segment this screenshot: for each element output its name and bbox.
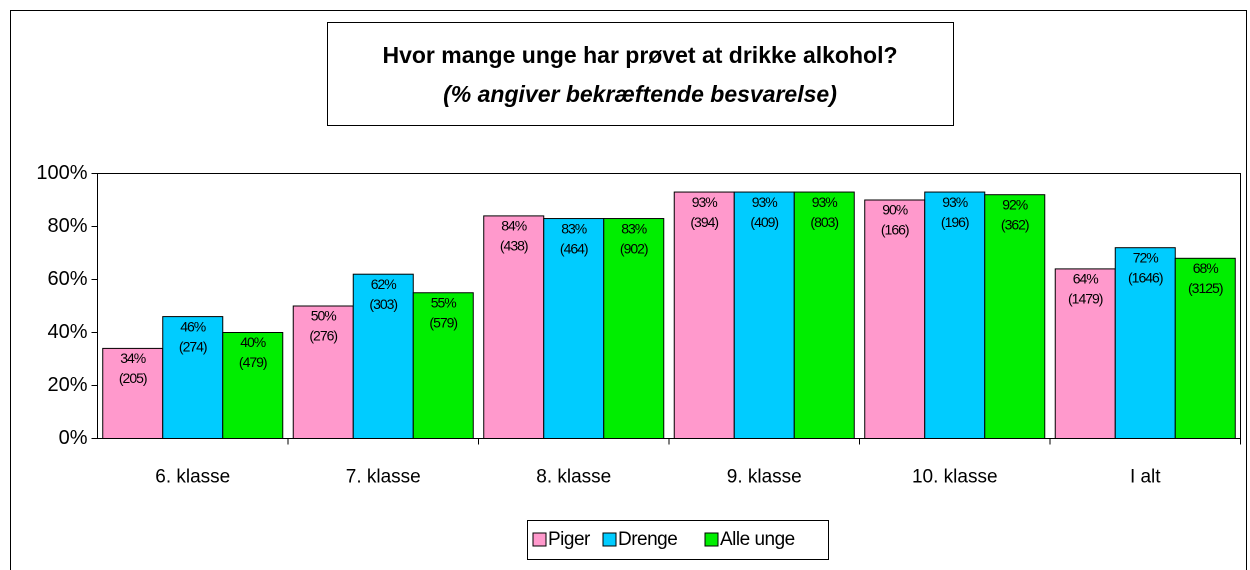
bar xyxy=(793,191,855,439)
bar xyxy=(603,218,665,439)
count-label: (274) xyxy=(179,338,207,354)
y-tick-label: 0% xyxy=(59,427,88,449)
bar xyxy=(222,332,284,439)
bar xyxy=(924,191,986,439)
bar xyxy=(162,316,224,440)
x-tick-label: 9. klasse xyxy=(727,467,802,488)
bar xyxy=(412,292,474,439)
count-label: (479) xyxy=(239,354,267,370)
y-tick-label: 60% xyxy=(47,268,87,290)
bar xyxy=(733,191,795,439)
legend-label: Drenge xyxy=(618,529,677,550)
count-label: (902) xyxy=(620,240,648,256)
bar xyxy=(984,194,1046,439)
value-label: 40% xyxy=(240,334,266,350)
x-tick-label: 6. klasse xyxy=(155,467,230,488)
y-tick-label: 80% xyxy=(47,215,87,237)
count-label: (3125) xyxy=(1188,280,1223,296)
x-tick-label: 10. klasse xyxy=(912,467,998,488)
value-label: 55% xyxy=(431,294,457,310)
x-tick-label: 8. klasse xyxy=(536,467,611,488)
count-label: (276) xyxy=(309,328,337,344)
count-label: (579) xyxy=(429,314,457,330)
count-label: (438) xyxy=(500,238,528,254)
value-label: 84% xyxy=(501,218,527,234)
bar xyxy=(1174,257,1236,439)
value-label: 93% xyxy=(942,194,968,210)
value-label: 92% xyxy=(1002,196,1028,212)
x-tick-label: 7. klasse xyxy=(346,467,421,488)
count-label: (205) xyxy=(119,370,147,386)
count-label: (1479) xyxy=(1068,291,1103,307)
bar xyxy=(102,347,164,439)
value-label: 64% xyxy=(1073,271,1099,287)
legend-swatch xyxy=(532,532,547,547)
value-label: 62% xyxy=(371,276,397,292)
x-tick-label: I alt xyxy=(1130,467,1161,488)
count-label: (166) xyxy=(881,222,909,238)
y-tick-label: 20% xyxy=(47,374,87,396)
legend-box xyxy=(527,520,829,560)
count-label: (362) xyxy=(1001,216,1029,232)
bar xyxy=(292,305,354,439)
value-label: 93% xyxy=(692,194,718,210)
title-box xyxy=(327,22,954,126)
y-tick-label: 40% xyxy=(47,321,87,343)
count-label: (803) xyxy=(810,214,838,230)
value-label: 34% xyxy=(120,350,146,366)
value-label: 93% xyxy=(812,194,838,210)
bar xyxy=(1054,268,1116,439)
legend-label: Piger xyxy=(548,529,591,550)
value-label: 83% xyxy=(561,220,587,236)
chart-title: Hvor mange unge har prøvet at drikke alk… xyxy=(382,42,897,68)
y-tick-label: 100% xyxy=(36,162,87,184)
value-label: 83% xyxy=(621,220,647,236)
bar xyxy=(673,191,735,439)
bar xyxy=(483,215,545,439)
plot-area xyxy=(97,173,1241,439)
count-label: (394) xyxy=(690,214,718,230)
value-label: 90% xyxy=(882,202,908,218)
bar xyxy=(864,199,926,439)
count-label: (409) xyxy=(750,214,778,230)
value-label: 46% xyxy=(180,318,206,334)
legend-swatch xyxy=(704,532,719,547)
bar xyxy=(352,273,414,440)
legend-swatch xyxy=(602,532,617,547)
bar xyxy=(543,218,605,439)
value-label: 72% xyxy=(1133,249,1159,265)
count-label: (1646) xyxy=(1128,269,1163,285)
chart-subtitle: (% angiver bekræftende besvarelse) xyxy=(443,81,837,107)
legend-label: Alle unge xyxy=(720,529,795,550)
value-label: 68% xyxy=(1193,260,1219,276)
bar xyxy=(1114,247,1176,439)
value-label: 93% xyxy=(752,194,778,210)
count-label: (303) xyxy=(369,296,397,312)
count-label: (196) xyxy=(941,214,969,230)
value-label: 50% xyxy=(311,308,337,324)
count-label: (464) xyxy=(560,240,588,256)
